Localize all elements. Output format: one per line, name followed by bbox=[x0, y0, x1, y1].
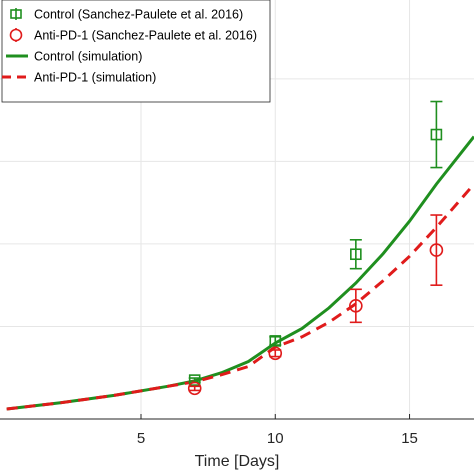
legend-control-simulation-label: Control (simulation) bbox=[34, 50, 142, 64]
x-tick-label: 10 bbox=[267, 430, 284, 447]
legend-anti-pd-1-data-marker bbox=[9, 28, 23, 42]
data-point-control bbox=[269, 335, 282, 347]
x-axis-label: Time [Days] bbox=[195, 453, 280, 470]
legend-anti-pd-1-simulation-label: Anti-PD-1 (simulation) bbox=[34, 71, 156, 85]
legend-control-data-marker bbox=[10, 9, 22, 19]
x-tick-label: 15 bbox=[401, 430, 418, 447]
data-point-anti-pd-1 bbox=[429, 243, 444, 257]
legend: Control (Sanchez-Paulete et al. 2016) Ant… bbox=[1, 0, 271, 103]
legend-control-data-label: Control (Sanchez-Paulete et al. 2016) bbox=[34, 8, 243, 22]
tick-labels: 5 10 15 bbox=[137, 430, 418, 447]
axes bbox=[0, 414, 474, 420]
data-point-anti-pd-1 bbox=[187, 381, 202, 396]
legend-box bbox=[1, 0, 271, 103]
data-point-anti-pd-1 bbox=[268, 346, 283, 361]
x-tick-label: 5 bbox=[137, 430, 145, 447]
series-layer bbox=[6, 100, 474, 411]
data-point-anti-pd-1 bbox=[349, 299, 363, 313]
data-point-control bbox=[188, 374, 201, 386]
data-point-control bbox=[350, 248, 362, 261]
legend-anti-pd-1-data-label: Anti-PD-1 (Sanchez-Paulete et al. 2016) bbox=[34, 29, 257, 43]
data-point-control bbox=[430, 128, 443, 141]
